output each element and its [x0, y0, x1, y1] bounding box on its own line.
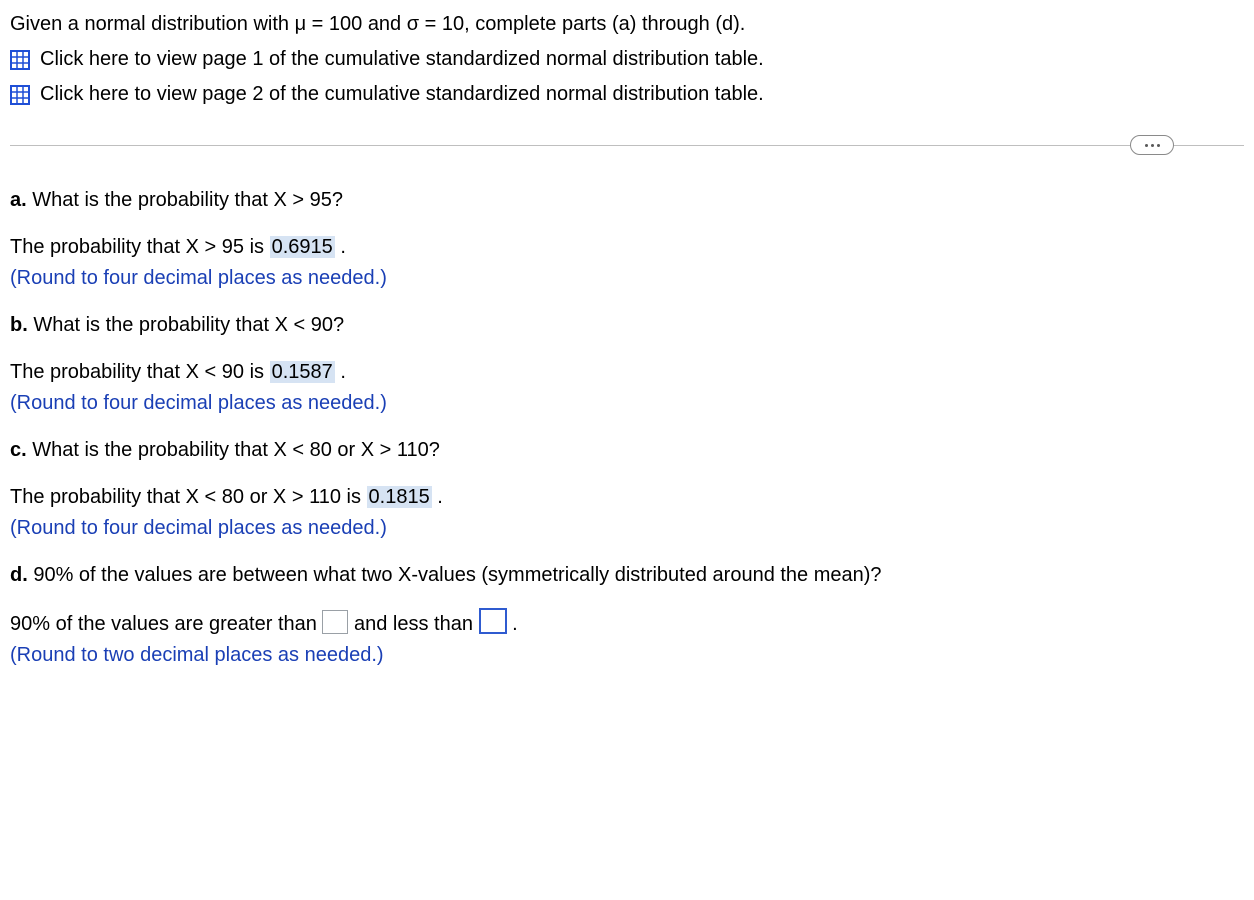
answer-prefix: The probability that X < 90 is: [10, 361, 270, 383]
question-label: c.: [10, 439, 27, 461]
table-link-label: Click here to view page 1 of the cumulat…: [40, 45, 764, 74]
question-d: d. 90% of the values are between what tw…: [10, 561, 1244, 590]
answer-value[interactable]: 0.1587: [270, 361, 335, 383]
question-text: What is the probability that X < 80 or X…: [27, 439, 440, 461]
answer-c: The probability that X < 80 or X > 110 i…: [10, 483, 1244, 512]
answer-input-upper[interactable]: [479, 608, 507, 634]
rounding-hint: (Round to four decimal places as needed.…: [10, 264, 1244, 293]
rounding-hint: (Round to four decimal places as needed.…: [10, 389, 1244, 418]
answer-suffix: .: [335, 361, 346, 383]
answer-suffix: .: [432, 486, 443, 508]
answer-value[interactable]: 0.1815: [367, 486, 432, 508]
answer-prefix: The probability that X < 80 or X > 110 i…: [10, 486, 367, 508]
table-link-label: Click here to view page 2 of the cumulat…: [40, 80, 764, 109]
more-options-button[interactable]: [1130, 135, 1174, 155]
answer-input-lower[interactable]: [322, 610, 348, 634]
answer-mid: and less than: [348, 613, 478, 635]
answer-d: 90% of the values are greater than and l…: [10, 608, 1244, 639]
question-a: a. What is the probability that X > 95?: [10, 186, 1244, 215]
question-c: c. What is the probability that X < 80 o…: [10, 436, 1244, 465]
problem-intro: Given a normal distribution with μ = 100…: [10, 10, 1244, 39]
section-divider: [10, 145, 1244, 146]
question-label: a.: [10, 189, 27, 211]
table-icon: [10, 50, 30, 70]
answer-prefix: 90% of the values are greater than: [10, 613, 322, 635]
table-link-page2[interactable]: Click here to view page 2 of the cumulat…: [10, 80, 1244, 109]
question-label: b.: [10, 314, 28, 336]
table-link-page1[interactable]: Click here to view page 1 of the cumulat…: [10, 45, 1244, 74]
answer-suffix: .: [335, 236, 346, 258]
question-label: d.: [10, 564, 28, 586]
answer-value[interactable]: 0.6915: [270, 236, 335, 258]
answer-prefix: The probability that X > 95 is: [10, 236, 270, 258]
rounding-hint: (Round to two decimal places as needed.): [10, 641, 1244, 670]
answer-a: The probability that X > 95 is 0.6915 .: [10, 233, 1244, 262]
rounding-hint: (Round to four decimal places as needed.…: [10, 514, 1244, 543]
question-b: b. What is the probability that X < 90?: [10, 311, 1244, 340]
table-icon: [10, 85, 30, 105]
question-text: 90% of the values are between what two X…: [28, 564, 882, 586]
question-text: What is the probability that X < 90?: [28, 314, 344, 336]
answer-b: The probability that X < 90 is 0.1587 .: [10, 358, 1244, 387]
answer-suffix: .: [507, 613, 518, 635]
question-text: What is the probability that X > 95?: [27, 189, 343, 211]
